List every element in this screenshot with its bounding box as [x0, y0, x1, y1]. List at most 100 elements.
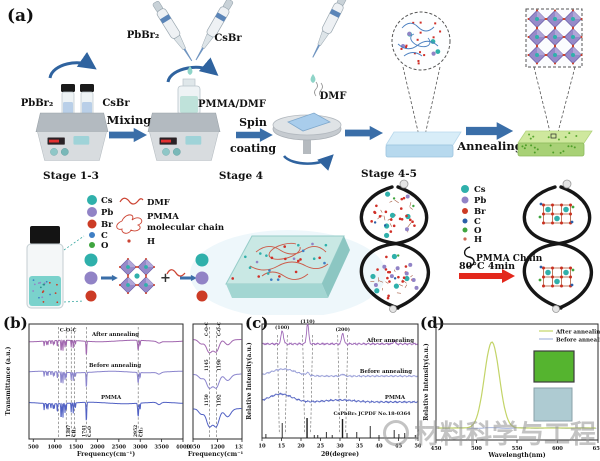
pb-dot	[431, 51, 436, 56]
o-dot	[392, 197, 396, 200]
br-dot	[413, 224, 416, 227]
crystal-dot	[532, 135, 535, 138]
br-dot	[569, 203, 572, 207]
speckle	[45, 280, 48, 283]
slab-dots	[231, 242, 328, 281]
atom-dot	[276, 278, 280, 281]
pmma-helix-strand	[522, 185, 592, 310]
cs-dot	[393, 283, 400, 289]
series-label: After annealing	[91, 332, 139, 338]
br-dot	[569, 212, 572, 216]
atom-dot	[231, 277, 235, 280]
pb-dot	[407, 31, 412, 36]
br-ion	[85, 290, 97, 302]
br-dot	[551, 275, 554, 279]
c-dot	[393, 277, 397, 280]
o-dot	[397, 254, 400, 257]
vial-pbbr2-label: PbBr₂	[21, 98, 54, 109]
y-axis-label: Transmittance (a.u.)	[5, 346, 12, 415]
cs-dot	[383, 232, 390, 239]
br-dot	[560, 284, 563, 288]
cs-dot	[563, 206, 569, 213]
peak-annotation: 1387	[67, 425, 72, 437]
dashed-guide	[277, 334, 280, 435]
atom-dot	[312, 257, 316, 261]
speckle	[39, 286, 42, 289]
o-dot	[571, 268, 575, 272]
speckle	[42, 301, 45, 303]
series-label: PMMA	[101, 395, 122, 401]
crystal-dot	[547, 136, 550, 139]
speckle	[33, 283, 36, 286]
hkl-label: (100)	[275, 324, 290, 331]
c-dot	[570, 220, 574, 224]
legend-h: H	[147, 237, 155, 247]
panel-d-label: (d)	[420, 314, 445, 332]
legend-o: O	[474, 226, 482, 236]
pmma-chain-glyph	[463, 246, 475, 268]
polymer-chain-icon	[397, 22, 439, 57]
to-film-arrow-icon	[345, 125, 383, 141]
mixing-arrow-icon	[109, 127, 147, 143]
legend-pmma-chain: PMMA Chain	[476, 254, 543, 264]
pb-swatch	[461, 196, 469, 204]
panel-a-label: (a)	[7, 6, 35, 26]
coc-annotation: C-O-C	[60, 328, 77, 334]
mixing-step: Mixing	[107, 113, 151, 143]
crystal-dot	[573, 146, 576, 149]
x-tick-label: 650	[593, 446, 600, 452]
br-dot	[416, 38, 419, 41]
pb-dot	[404, 271, 409, 276]
pmma-chain-icon	[116, 214, 143, 234]
br-dot	[397, 275, 400, 279]
stir-arrow-icon	[48, 51, 97, 79]
plot-box	[28, 323, 184, 440]
xrd-curve-2	[262, 392, 418, 404]
x-tick-label: 1000	[47, 445, 62, 451]
dashed-guide	[302, 334, 305, 435]
br-dot	[411, 220, 414, 224]
schematic-scene: PbBr₂ CsBr Stage 1-3 Mixing PbBr₂ CsBr P…	[21, 0, 594, 315]
br-dot	[542, 212, 545, 216]
crystal-dot	[528, 133, 531, 136]
dashed-guide	[310, 334, 313, 435]
bond	[389, 223, 393, 227]
bond	[380, 209, 383, 213]
c-dot	[570, 283, 574, 287]
bond	[407, 222, 412, 228]
x-tick-label: 10	[258, 444, 266, 450]
br-dot	[373, 211, 377, 215]
cs-ion	[195, 253, 209, 267]
ftir-curve-2	[29, 401, 183, 421]
series-label: Before annealing	[89, 363, 141, 369]
ftir-chart: 500 1000 1500 2000 2500 3000 3500 4000Frequency…	[5, 321, 250, 458]
x-tick-label: 1500	[69, 445, 84, 451]
bond	[389, 200, 393, 203]
br-dot	[402, 276, 406, 280]
anneal-condition-label: 80°C 4min	[459, 261, 515, 272]
cs-dot	[435, 49, 441, 55]
cs-dot	[391, 253, 398, 260]
xrd-curve-1	[262, 367, 418, 378]
speckle	[38, 296, 40, 299]
hkl-label: (200)	[335, 326, 350, 333]
legend-pb: Pb	[101, 208, 113, 218]
dmf-icon	[166, 269, 186, 277]
speckle	[43, 282, 46, 285]
helix-after	[522, 179, 594, 313]
callout-line	[63, 300, 85, 303]
br-dot	[399, 207, 403, 210]
legend-chain: Cs Pb Br C O H PMMA Chain 80°C 4min	[459, 185, 543, 283]
x-tick-label: 40	[375, 444, 383, 450]
x-tick-label: 450	[431, 446, 442, 452]
br-dot	[551, 266, 554, 270]
speckle	[48, 281, 51, 284]
br-dot	[569, 266, 572, 270]
stage-1-3-label: Stage 1-3	[43, 170, 99, 182]
pb-dot	[373, 282, 378, 287]
speckle	[32, 290, 35, 292]
atom-dot	[266, 272, 270, 275]
br-dot	[560, 266, 563, 270]
peak-annotation: 1741	[82, 425, 87, 437]
